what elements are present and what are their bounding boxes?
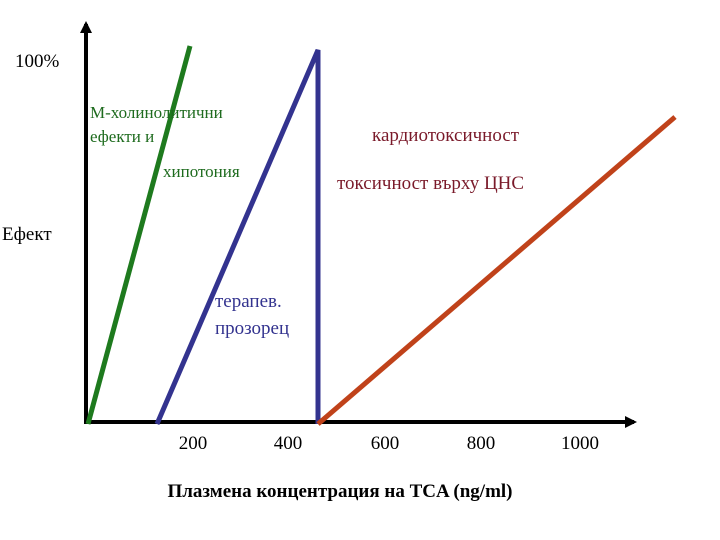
x-tick-label-800: 800	[467, 433, 496, 454]
y-axis-label: Ефект	[2, 224, 52, 245]
cns-toxicity-label: токсичност върху ЦНС	[337, 173, 524, 194]
cardiotoxicity-label: кардиотоксичност	[372, 125, 520, 146]
x-tick-label-1000: 1000	[561, 433, 599, 454]
anticholinergic-label-line2: ефекти и	[90, 127, 154, 146]
hypotension-label: хипотония	[163, 162, 240, 181]
therapeutic-effect-line	[154, 49, 321, 425]
therapeutic-window-label-line1: терапев.	[215, 291, 282, 312]
anticholinergic-label-line1: М-холинолитични	[90, 103, 223, 122]
toxicity-line	[316, 115, 677, 426]
x-tick-label-600: 600	[371, 433, 400, 454]
x-tick-label-200: 200	[179, 433, 208, 454]
therapeutic-window-label-line2: прозорец	[215, 318, 289, 339]
y-max-label: 100%	[15, 51, 60, 72]
anticholinergic-effect-line	[85, 45, 193, 425]
x-axis-title: Плазмена концентрация на TCA (ng/ml)	[167, 481, 512, 502]
x-tick-label-400: 400	[274, 433, 303, 454]
